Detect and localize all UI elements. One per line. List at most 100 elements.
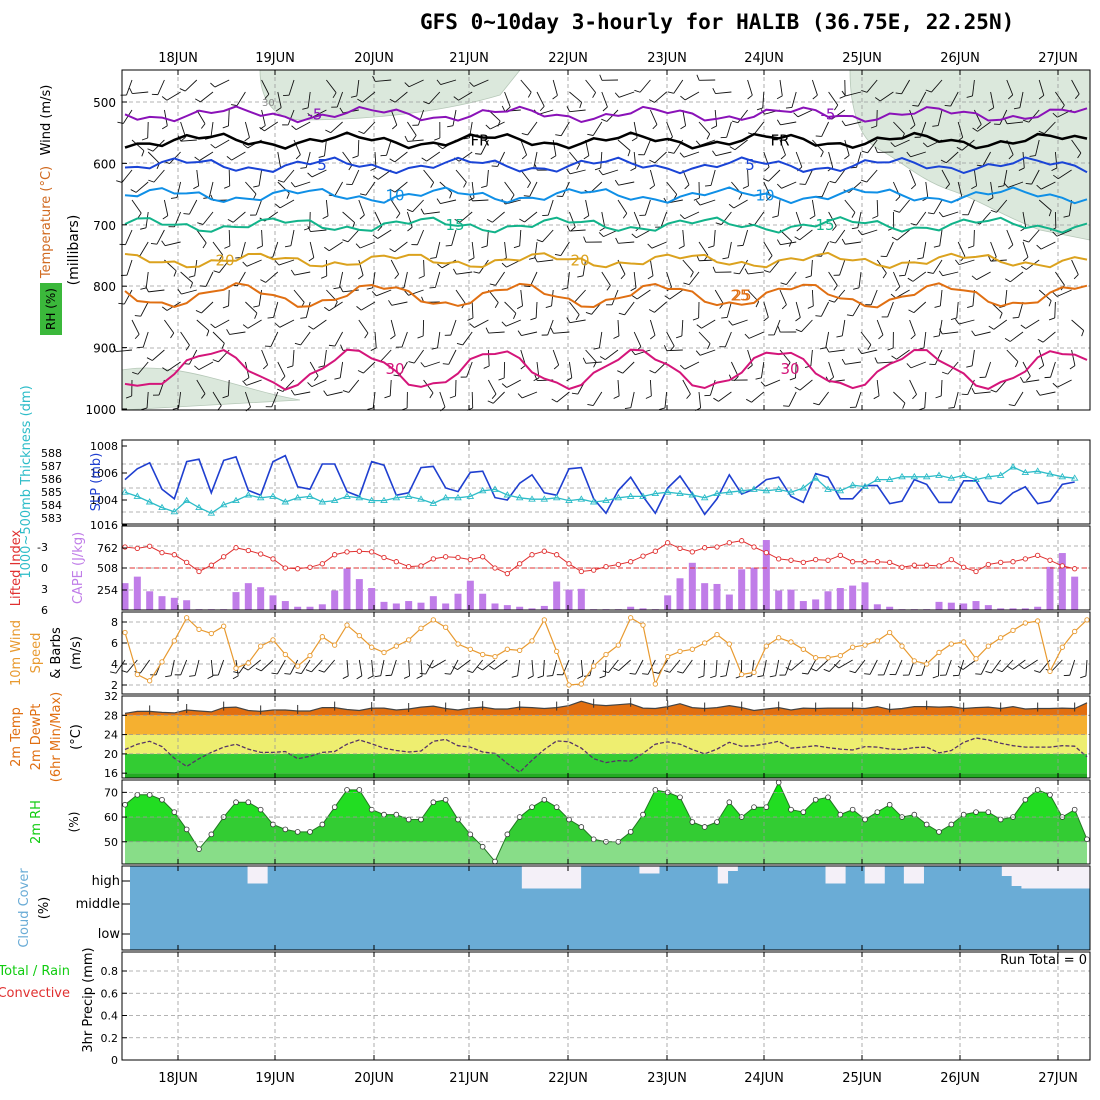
- wind-barb-57-1-feather: [1038, 130, 1045, 134]
- wind-barb-58-5-staff: [1056, 229, 1072, 237]
- lifted-index-point-32: [517, 561, 523, 567]
- wind-barb-53-8: [971, 330, 991, 337]
- wind-barb-45-1-feather: [841, 120, 846, 126]
- wind-barb-19-10-staff: [439, 391, 446, 408]
- wind-barb-58-6: [1071, 259, 1079, 280]
- wind10m-barb-7-feather: [207, 675, 214, 680]
- wind-barb-42-8-feather: [795, 329, 802, 333]
- panel1-label-rh: RH (%): [44, 288, 58, 330]
- rh-point-60: [862, 816, 868, 823]
- wind-barb-50-10-feather: [935, 395, 942, 399]
- panel2-label-slp: SLP (mb): [89, 453, 104, 512]
- wind-barb-1-7: [134, 301, 149, 317]
- lifted-index-point-49: [726, 540, 732, 546]
- wind-barb-25-4-feather: [519, 218, 525, 223]
- wind-barb-30-10-staff: [617, 379, 620, 396]
- rh-point-23: [405, 816, 412, 823]
- wind-barb-48-4-feather: [893, 210, 900, 213]
- wind-speed-point-3: [159, 659, 165, 665]
- wind-barb-35-4-feather: [679, 214, 685, 220]
- lifted-index-point-21: [381, 554, 387, 561]
- wind-barb-17-9: [393, 361, 408, 377]
- wind-barb-52-5-staff: [973, 229, 975, 247]
- wind-speed-point-41: [628, 615, 634, 621]
- wind-barb-6-1-staff: [227, 109, 230, 127]
- wind-barb-13-6: [333, 271, 344, 290]
- wind-barb-9-8: [264, 331, 279, 347]
- wind-barb-57-10-staff: [1039, 391, 1056, 396]
- wind-barb-20-9: [442, 349, 457, 365]
- wind10m-barb-46-feather: [677, 671, 684, 674]
- wind-barb-2-6-feather: [173, 270, 177, 277]
- wind-barb-51-7-staff: [956, 301, 959, 318]
- wind-barb-2-8-staff: [164, 319, 175, 334]
- wind-barb-10-5: [284, 229, 295, 248]
- cape-bar-12: [269, 595, 277, 610]
- cape-bar-46: [688, 562, 696, 610]
- wind-barb-5-6: [199, 271, 214, 287]
- wind-barb-30-5-feather: [598, 232, 604, 237]
- wind10m-barb-19-staff: [358, 659, 363, 676]
- wind-barb-28-6-feather: [577, 275, 584, 278]
- wind-barb-41-8-feather: [777, 326, 781, 333]
- wind-barb-25-7-feather: [530, 317, 537, 321]
- wind-barb-21-8-feather: [456, 342, 463, 346]
- wind-barb-50-3-staff: [941, 169, 951, 185]
- panel4-ytick-label-0: 8: [111, 616, 118, 629]
- wind-barb-48-4-staff: [899, 199, 910, 213]
- wind-barb-6-5-feather: [224, 245, 231, 249]
- wind-barb-21-10-staff: [471, 391, 474, 409]
- wind-barb-49-7-feather: [908, 309, 915, 314]
- wind-barb-34-0-feather: [667, 91, 674, 94]
- thickness-point-19: [355, 493, 364, 501]
- wind-barb-23-1-feather: [485, 124, 491, 130]
- thickness-point-26: [441, 493, 450, 501]
- panel3-li-tick-label-3: 6: [41, 604, 48, 617]
- cape-bar-44: [664, 595, 672, 610]
- wind-barb-6-0: [210, 79, 230, 88]
- wind-barb-47-10-feather: [902, 402, 906, 409]
- rh-point-18: [344, 787, 350, 793]
- wind-barb-19-9-feather: [420, 362, 425, 368]
- wind-barb-39-7-staff: [763, 301, 769, 318]
- wind-barb-1-8: [137, 331, 149, 348]
- panel1-ytick-label-5: 1000: [85, 403, 116, 417]
- wind-barb-48-3: [909, 169, 917, 190]
- wind-barb-23-5-staff: [504, 241, 507, 258]
- cloud-level-label-1: middle: [76, 897, 120, 912]
- wind-barb-43-6-feather: [833, 285, 838, 291]
- wind-barb-18-2-feather: [404, 135, 409, 142]
- rh-point-20: [368, 806, 375, 813]
- thickness-point-63: [898, 472, 906, 480]
- wind-barb-55-6-feather: [1004, 278, 1011, 283]
- cloud-high-gap-10: [717, 866, 729, 884]
- cape-bar-62: [886, 606, 894, 610]
- cape-bar-2: [146, 591, 154, 610]
- wind10m-barb-66-feather: [932, 675, 939, 679]
- wind-barb-12-6: [320, 259, 328, 279]
- lifted-index-point-44: [665, 540, 671, 546]
- wind-barb-1-3-staff: [135, 181, 149, 193]
- cape-bar-21: [380, 601, 388, 610]
- wind-barb-53-6: [971, 271, 991, 281]
- thickness-point-39: [602, 496, 610, 504]
- wind-barb-50-5-staff: [939, 229, 943, 246]
- wind10m-barb-22: [385, 659, 397, 677]
- isotherm-label-1: FR: [470, 132, 489, 150]
- panel1-ytick-label-3: 800: [93, 280, 116, 294]
- wind-barb-1-6: [140, 271, 149, 290]
- wind-barb-48-9-feather: [891, 355, 897, 360]
- rh-point-11: [257, 806, 264, 813]
- wind-barb-55-6: [1004, 271, 1024, 283]
- wind-barb-54-5: [1006, 229, 1014, 250]
- thickness-point-30: [491, 485, 499, 492]
- panel8-label-b: Convective: [0, 986, 70, 1001]
- wind10m-barb-55-feather: [785, 667, 792, 671]
- wind-barb-0-4: [131, 199, 142, 219]
- date-bottom-4: 22JUN: [548, 1071, 588, 1086]
- cape-bar-49: [725, 594, 733, 610]
- wind10m-barb-67: [940, 659, 952, 676]
- wind-barb-11-5-staff: [309, 241, 315, 258]
- lifted-index-point-26: [443, 554, 449, 560]
- wind10m-barb-39: [599, 659, 607, 679]
